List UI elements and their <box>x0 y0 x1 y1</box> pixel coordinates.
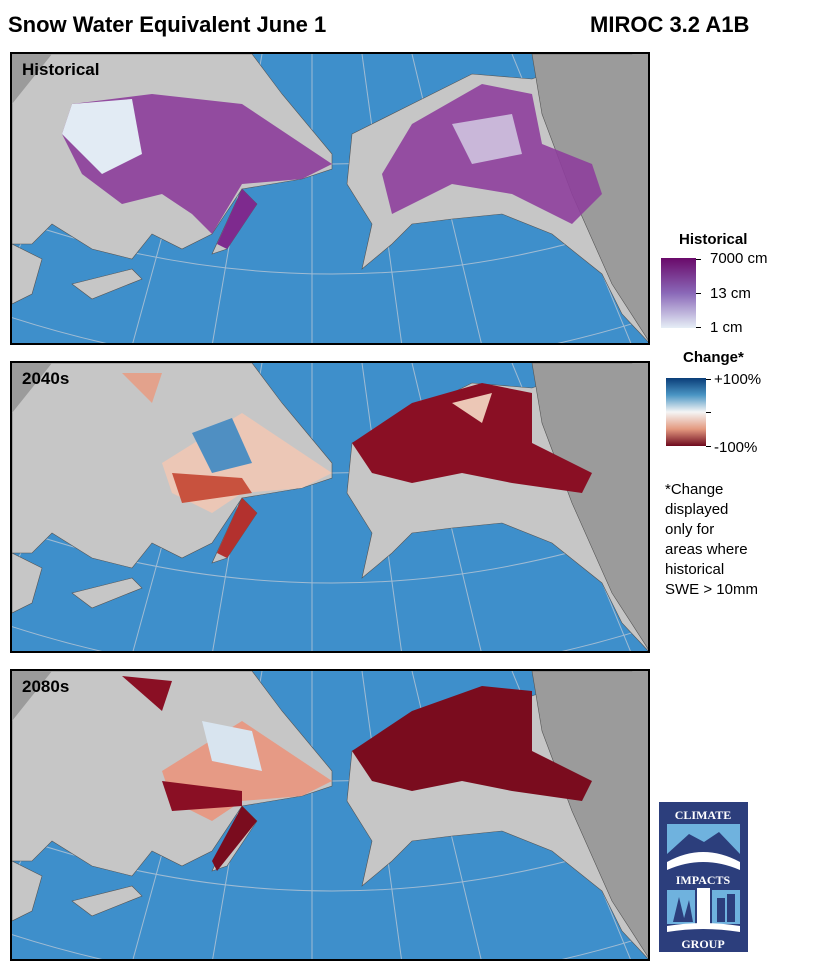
legend-historical-mid: 13 cm <box>710 285 751 302</box>
map-historical <box>12 54 648 343</box>
legend-change-colorbar <box>666 378 706 446</box>
climate-impacts-group-logo: CLIMATE IMPACTS GROUP <box>659 802 748 952</box>
map-panel-2080s: 2080s <box>10 669 650 961</box>
map-panel-historical: Historical <box>10 52 650 345</box>
swe-change-2040s-layer <box>122 373 592 558</box>
legend-historical-min: 1 cm <box>710 319 743 336</box>
legend-historical-title: Historical <box>679 231 748 248</box>
legend-change-min: -100% <box>714 439 758 456</box>
swe-change-2080s-layer <box>122 676 592 871</box>
map-2040s <box>12 363 648 651</box>
legend-change-max: +100% <box>714 371 762 388</box>
logo-text-group: GROUP <box>681 937 724 951</box>
legend-historical-colorbar <box>661 258 696 328</box>
legend-change-title: Change* <box>683 349 744 366</box>
legend-historical-max: 7000 cm <box>710 250 768 267</box>
map-panel-2040s: 2040s <box>10 361 650 653</box>
map-2080s <box>12 671 648 959</box>
panel-label: Historical <box>22 60 100 79</box>
logo-text-climate: CLIMATE <box>675 808 731 822</box>
panel-label: 2040s <box>22 369 70 388</box>
swe-historical-layer <box>62 84 602 249</box>
legend-note: *Change displayed only for areas where hist… <box>665 481 758 598</box>
model-label: MIROC 3.2 A1B <box>590 12 750 37</box>
logo-text-impacts: IMPACTS <box>676 873 731 887</box>
panel-label: 2080s <box>22 677 70 696</box>
figure-title: Snow Water Equivalent June 1 <box>8 12 327 37</box>
